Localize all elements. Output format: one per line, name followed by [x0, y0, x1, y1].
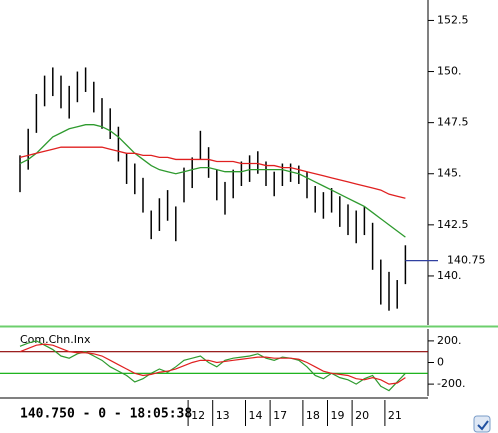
y-tick-label: -200. [437, 377, 465, 390]
line-series [19, 340, 406, 392]
x-tick-label: 17 [273, 409, 287, 422]
status-text: 140.750 - 0 - 18:05:38 [20, 407, 192, 422]
x-tick-label: 19 [331, 409, 345, 422]
y-tick-label: 140. [437, 269, 462, 282]
x-tick-label: 20 [355, 409, 369, 422]
line-series [19, 343, 406, 385]
line-series [19, 146, 406, 199]
y-tick-label: 142.5 [437, 218, 469, 231]
x-tick-label: 21 [388, 409, 402, 422]
x-tick-label: 13 [216, 409, 230, 422]
line-series [19, 124, 406, 238]
x-tick-label: 18 [306, 409, 320, 422]
y-tick-label: 150. [437, 65, 462, 78]
y-tick-label: 0 [437, 356, 444, 369]
last-price-label: 140.75 [447, 254, 486, 267]
y-tick-label: 145. [437, 167, 462, 180]
x-tick-label: 14 [249, 409, 263, 422]
y-tick-label: 147.5 [437, 116, 469, 129]
x-tick-label: 12 [191, 409, 205, 422]
y-tick-label: 200. [437, 334, 462, 347]
settings-icon[interactable] [473, 415, 491, 433]
y-tick-label: 152.5 [437, 13, 469, 26]
indicator-title: Com.Chn.Inx [20, 333, 91, 346]
